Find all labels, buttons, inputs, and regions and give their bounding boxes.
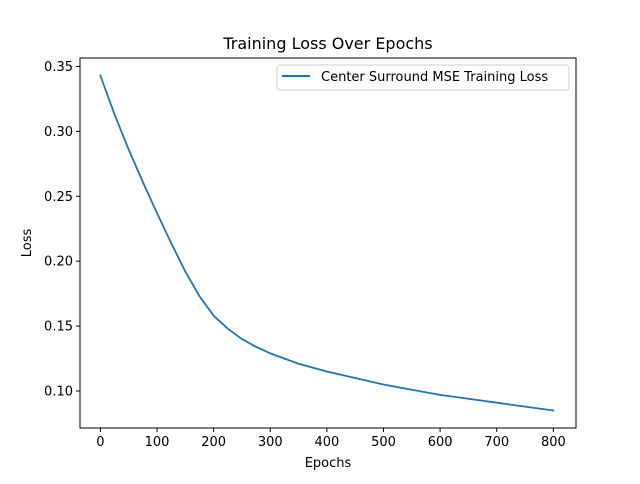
x-tick-label: 0 xyxy=(96,435,104,450)
x-tick-label: 200 xyxy=(201,435,226,450)
x-tick-label: 800 xyxy=(541,435,566,450)
y-tick-label: 0.20 xyxy=(44,255,73,270)
y-axis-ticks: 0.10 0.15 0.20 0.25 0.30 0.35 xyxy=(44,60,80,400)
y-axis-label: Loss xyxy=(20,229,35,258)
series-line xyxy=(99,74,555,412)
series-layer xyxy=(99,74,555,412)
y-tick-label: 0.30 xyxy=(44,125,73,140)
x-axis-ticks: 0 100 200 300 400 500 600 700 800 xyxy=(96,428,566,450)
x-tick-label: 500 xyxy=(371,435,396,450)
y-tick-label: 0.25 xyxy=(44,190,73,205)
y-tick-label: 0.35 xyxy=(44,60,73,75)
x-tick-label: 300 xyxy=(258,435,283,450)
legend-label: Center Surround MSE Training Loss xyxy=(321,70,548,85)
x-tick-label: 600 xyxy=(428,435,453,450)
x-tick-label: 700 xyxy=(484,435,509,450)
legend: Center Surround MSE Training Loss xyxy=(276,64,570,91)
x-tick-label: 400 xyxy=(314,435,339,450)
y-tick-label: 0.15 xyxy=(44,320,73,335)
x-axis-label: Epochs xyxy=(305,456,352,471)
x-tick-label: 100 xyxy=(145,435,170,450)
legend-box xyxy=(276,64,570,91)
plot-area-frame xyxy=(79,57,577,429)
chart-title: Training Loss Over Epochs xyxy=(222,34,432,53)
y-tick-label: 0.10 xyxy=(44,385,73,400)
